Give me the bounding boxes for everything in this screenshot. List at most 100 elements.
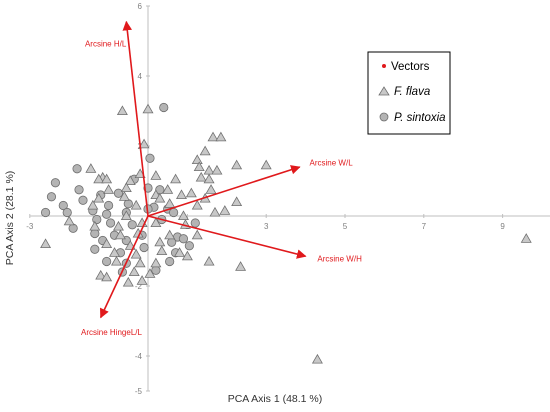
f-flava-point (150, 170, 162, 180)
p-sintoxia-point (145, 153, 155, 163)
f-flava-point (164, 229, 176, 240)
f-flava-point (215, 131, 227, 142)
f-flava-point (85, 163, 97, 173)
p-sintoxia-point (169, 207, 179, 218)
p-sintoxia-point (90, 228, 100, 239)
x-tick-label: 9 (500, 222, 505, 231)
f-flava-point (109, 247, 120, 257)
f-flava-point (205, 184, 217, 194)
legend-label-f-flava: F. flava (394, 86, 430, 98)
p-sintoxia-series (40, 102, 200, 277)
p-sintoxia-point (102, 209, 112, 219)
f-flava-point (176, 189, 187, 200)
x-axis-title: PCA Axis 1 (48.1 %) (228, 393, 323, 405)
p-sintoxia-point (139, 242, 149, 253)
f-flava-point (156, 245, 168, 256)
p-sintoxia-point (40, 207, 51, 218)
vector-label: Arcsine HingeL/L (81, 328, 142, 337)
f-flava-point (174, 247, 186, 257)
f-flava-point (112, 220, 124, 231)
f-flava-point (150, 217, 162, 228)
legend-marker-p-sintoxia (379, 112, 389, 122)
legend-marker-f-flava (378, 86, 390, 96)
f-flava-point (211, 164, 223, 175)
f-flava-point (219, 205, 231, 215)
vector-arrow (99, 215, 149, 319)
y-tick-label: -2 (135, 282, 143, 291)
f-flava-point (101, 173, 113, 184)
f-flava-point (150, 257, 162, 268)
legend: Vectors F. flava P. sintoxia (367, 51, 451, 135)
p-sintoxia-point (190, 218, 200, 228)
p-sintoxia-point (62, 207, 72, 218)
vectors-series: Arcsine H/L Arcsine W/L Arcsine W/H Arcsine… (81, 20, 362, 337)
f-flava-point (154, 192, 166, 203)
f-flava-point (235, 261, 247, 271)
f-flava-point (170, 173, 182, 184)
vector-arrow (147, 215, 307, 259)
x-tick-label: 3 (264, 222, 269, 231)
f-flava-point (144, 268, 156, 278)
p-sintoxia-point (105, 218, 116, 228)
p-sintoxia-point (46, 192, 57, 202)
legend-marker-vectors (382, 64, 386, 68)
f-flava-point (203, 255, 215, 266)
f-flava-point (191, 229, 203, 240)
f-flava-point (130, 248, 142, 259)
f-flava-point (103, 184, 115, 194)
vector-label: Arcsine W/H (317, 255, 362, 264)
p-sintoxia-point (165, 256, 175, 267)
f-flava-point (101, 271, 113, 282)
f-flava-point (93, 192, 105, 203)
f-flava-point (177, 210, 189, 221)
f-flava-point (114, 229, 126, 240)
y-tick-label: 4 (138, 72, 143, 81)
f-flava-point (122, 276, 134, 287)
p-sintoxia-point (127, 220, 137, 230)
p-sintoxia-point (72, 164, 82, 174)
f-flava-point (311, 353, 323, 364)
f-flava-point (185, 187, 197, 198)
legend-label-p-sintoxia: P. sintoxia (394, 112, 446, 124)
p-sintoxia-point (151, 265, 161, 275)
f-flava-point (93, 173, 105, 184)
y-axis-title: PCA Axis 2 (28.1 %) (4, 171, 16, 266)
f-flava-point (120, 182, 132, 193)
p-sintoxia-point (50, 178, 61, 188)
f-flava-point (95, 269, 107, 280)
legend-label-vectors: Vectors (391, 61, 430, 73)
x-tick-label: -3 (26, 222, 34, 231)
f-flava-point (181, 250, 193, 261)
f-flava-point (191, 199, 203, 210)
f-flava-point (138, 138, 150, 149)
f-flava-point (130, 199, 142, 210)
p-sintoxia-point (74, 185, 84, 195)
p-sintoxia-point (90, 244, 100, 254)
y-tick-label: -5 (135, 387, 143, 396)
p-sintoxia-point (58, 200, 68, 211)
f-flava-series (40, 103, 532, 364)
f-flava-point (136, 275, 148, 285)
f-flava-point (89, 220, 101, 231)
f-flava-point (134, 257, 146, 268)
p-sintoxia-point (178, 234, 189, 244)
f-flava-point (128, 266, 140, 277)
vector-label: Arcsine H/L (85, 39, 127, 48)
vector-arrow (122, 20, 149, 217)
f-flava-point (101, 238, 113, 249)
p-sintoxia-point (68, 223, 78, 233)
y-tick-label: 6 (138, 2, 143, 11)
f-flava-point (207, 131, 219, 142)
vector-label: Arcsine W/L (310, 158, 354, 167)
f-flava-point (110, 255, 122, 266)
f-flava-point (118, 191, 130, 201)
f-flava-point (231, 159, 243, 170)
f-flava-point (63, 215, 75, 226)
f-flava-point (191, 154, 203, 165)
y-tick-label: -4 (135, 352, 143, 361)
f-flava-point (520, 233, 532, 243)
f-flava-point (40, 238, 52, 249)
p-sintoxia-point (123, 199, 133, 209)
f-flava-point (142, 103, 154, 114)
